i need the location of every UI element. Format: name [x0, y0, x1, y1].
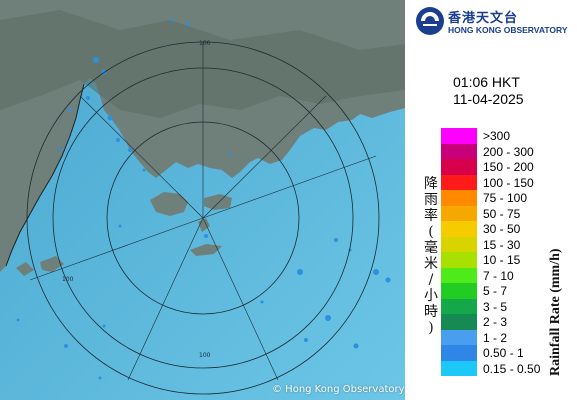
timestamp: 01:06 HKT 11-04-2025 [453, 74, 524, 108]
lamma-island [198, 218, 210, 232]
legend-row: >300 [441, 128, 571, 144]
legend-label: 50 - 75 [483, 206, 521, 221]
legend-swatch [441, 205, 477, 221]
mainland-hills [0, 10, 405, 118]
legend-label: >300 [483, 129, 511, 143]
legend-label: 0.50 - 1 [483, 346, 524, 360]
legend-row: 10 - 15 [441, 252, 571, 268]
legend-swatch [441, 283, 477, 299]
info-panel: 香港天文台 HONG KONG OBSERVATORY 01:06 HKT 11… [405, 0, 577, 400]
legend-swatch [441, 360, 477, 376]
pearl-river-coast [5, 83, 85, 267]
legend-row: 30 - 50 [441, 221, 571, 237]
legend-swatch [441, 143, 477, 159]
legend-swatch [441, 174, 477, 190]
legend-row: 200 - 300 [441, 143, 571, 159]
legend-row: 100 - 150 [441, 174, 571, 190]
legend-label: 30 - 50 [483, 222, 521, 236]
lantau-island [150, 192, 188, 216]
outlying-island [190, 244, 222, 256]
legend-row: 0.50 - 1 [441, 345, 571, 361]
legend-swatch [441, 190, 477, 206]
time-text: 01:06 HKT [453, 74, 520, 90]
legend-swatch [441, 159, 477, 175]
legend-label: 3 - 5 [483, 299, 508, 314]
legend-label: 75 - 100 [483, 191, 528, 205]
range-ring-label: 100 [199, 352, 211, 359]
legend-label: 0.15 - 0.50 [483, 361, 541, 376]
sw-island [16, 262, 34, 276]
hk-island [204, 194, 232, 210]
legend-swatch [441, 236, 477, 252]
legend-swatch [441, 345, 477, 361]
legend-row: 0.15 - 0.50 [441, 360, 571, 376]
legend-row: 75 - 100 [441, 190, 571, 206]
legend-label: 2 - 3 [483, 315, 508, 329]
radar-echoes [16, 18, 391, 380]
range-ring-label: 100 [62, 276, 74, 283]
legend-label: 15 - 30 [483, 237, 521, 252]
legend-row: 15 - 30 [441, 236, 571, 252]
logo-name-cn: 香港天文台 [448, 11, 519, 26]
legend-swatch [441, 252, 477, 268]
logo-name-en: HONG KONG OBSERVATORY [448, 25, 568, 35]
legend-label: 10 - 15 [483, 253, 521, 267]
legend-swatch [441, 267, 477, 283]
legend-label: 1 - 2 [483, 330, 508, 345]
legend-swatch [441, 298, 477, 314]
legend-label: 100 - 150 [483, 175, 534, 190]
radar-map: 100 100 100 © Hong Kong Observatory [0, 0, 405, 400]
legend-swatch [441, 329, 477, 345]
legend-label: 7 - 10 [483, 268, 514, 283]
legend-row: 1 - 2 [441, 329, 571, 345]
legend-label: 200 - 300 [483, 144, 534, 159]
legend-swatch [441, 128, 477, 144]
range-ring-label: 100 [199, 40, 211, 47]
hko-logo: 香港天文台 HONG KONG OBSERVATORY [415, 6, 573, 40]
hko-logo-icon [416, 7, 444, 35]
radar-map-graphic [0, 0, 405, 400]
copyright-text: © Hong Kong Observatory [272, 384, 405, 395]
legend-title-en: Rainfall Rate (mm/h) [548, 248, 563, 376]
legend-row: 50 - 75 [441, 205, 571, 221]
legend-title-cn: 降 雨 率 ( 毫 米 / 小 時 ) [424, 176, 438, 336]
range-spokes [29, 42, 377, 381]
legend-row: 3 - 5 [441, 298, 571, 314]
legend-label: 5 - 7 [483, 284, 508, 298]
legend-label: 150 - 200 [483, 160, 534, 174]
date-text: 11-04-2025 [453, 91, 524, 107]
legend-swatch [441, 221, 477, 237]
legend-row: 150 - 200 [441, 159, 571, 175]
legend-row: 5 - 7 [441, 283, 571, 299]
legend-swatch [441, 314, 477, 330]
west-island [40, 256, 64, 272]
legend-row: 7 - 10 [441, 267, 571, 283]
legend-row: 2 - 3 [441, 314, 571, 330]
